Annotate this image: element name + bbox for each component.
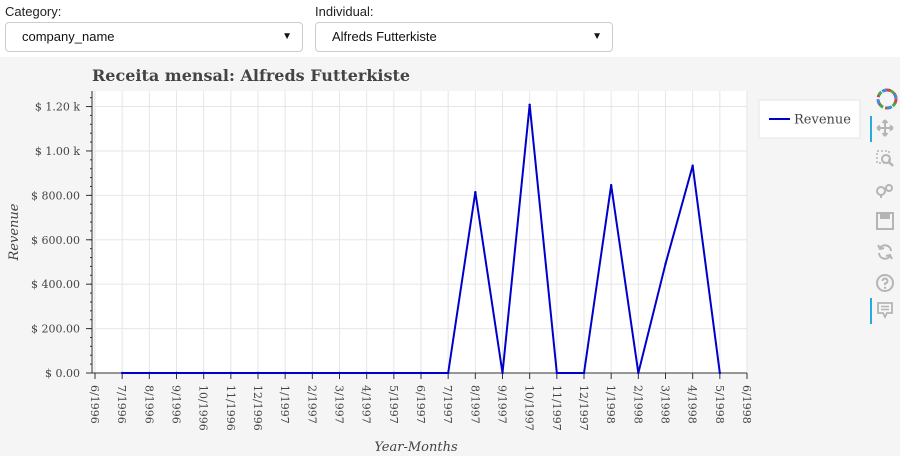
- x-tick-label: 12/1997: [577, 385, 590, 431]
- category-value: company_name: [22, 29, 115, 44]
- data-point: [501, 371, 504, 375]
- save-icon: [876, 212, 894, 230]
- individual-control: Individual: Alfreds Futterkiste ▼: [315, 4, 613, 52]
- y-tick-label: $ 600.00: [31, 234, 80, 247]
- data-point: [419, 371, 423, 375]
- y-tick-label: $ 400.00: [31, 278, 80, 291]
- data-point: [392, 371, 396, 375]
- chart-title: Receita mensal: Alfreds Futterkiste: [92, 66, 410, 85]
- individual-label: Individual:: [315, 4, 374, 19]
- data-point: [283, 371, 287, 375]
- legend-label: Revenue: [794, 113, 851, 128]
- x-tick-label: 7/1996: [115, 385, 128, 424]
- data-point: [555, 371, 559, 375]
- data-point: [256, 371, 260, 375]
- revenue-chart: Receita mensal: Alfreds Futterkiste $ 0.0…: [7, 66, 861, 455]
- data-point: [718, 371, 722, 375]
- data-point: [582, 371, 586, 375]
- data-point: [446, 371, 450, 375]
- reset-tool[interactable]: [868, 240, 900, 266]
- data-point: [175, 371, 178, 375]
- help-tool[interactable]: [868, 271, 900, 297]
- data-point: [148, 371, 151, 375]
- x-tick-label: 3/1997: [333, 385, 346, 424]
- x-tick-label: 9/1997: [496, 385, 509, 424]
- data-point: [365, 371, 368, 375]
- x-tick-label: 6/1998: [740, 385, 753, 424]
- y-tick-label: $ 1.00 k: [35, 145, 80, 158]
- x-tick-label: 2/1998: [631, 385, 644, 424]
- individual-value: Alfreds Futterkiste: [332, 29, 437, 44]
- category-control: Category: company_name ▼: [5, 4, 303, 52]
- x-tick-label: 2/1997: [305, 385, 318, 424]
- data-point: [528, 103, 531, 106]
- hover-icon: [877, 302, 893, 319]
- x-tick-label: 5/1998: [713, 385, 726, 424]
- data-point: [609, 183, 613, 187]
- category-select[interactable]: company_name ▼: [5, 22, 303, 52]
- x-tick-label: 1/1998: [604, 385, 617, 424]
- save-tool[interactable]: [868, 209, 900, 235]
- box-zoom-icon: [876, 150, 894, 167]
- x-tick-label: 6/1996: [88, 385, 101, 424]
- y-tick-label: $ 800.00: [31, 189, 80, 202]
- data-point: [120, 371, 124, 375]
- x-tick-label: 8/1996: [142, 385, 155, 424]
- data-point: [664, 262, 667, 266]
- x-tick-label: 11/1997: [550, 385, 563, 431]
- wheel-zoom-tool[interactable]: [868, 178, 900, 204]
- y-tick-label: $ 200.00: [31, 323, 80, 336]
- x-tick-label: 3/1998: [659, 385, 672, 424]
- x-tick-label: 4/1998: [686, 385, 699, 424]
- y-tick-label: $ 0.00: [45, 367, 80, 380]
- y-tick-label: $ 1.20 k: [35, 101, 80, 114]
- x-tick-label: 1/1997: [278, 385, 291, 424]
- box-zoom-tool[interactable]: [868, 147, 900, 173]
- x-tick-label: 8/1997: [468, 385, 481, 424]
- data-point: [637, 371, 640, 375]
- chevron-down-icon: ▼: [282, 31, 292, 42]
- reset-icon: [877, 244, 893, 260]
- hover-tool[interactable]: [868, 298, 900, 324]
- plot-area[interactable]: Receita mensal: Alfreds Futterkiste $ 0.0…: [0, 57, 900, 456]
- wheel-zoom-icon: [876, 184, 893, 198]
- x-tick-label: 11/1996: [224, 385, 237, 431]
- help-icon: [876, 274, 894, 292]
- x-tick-label: 6/1997: [414, 385, 427, 424]
- data-point: [338, 371, 341, 375]
- pan-tool[interactable]: [868, 116, 900, 142]
- x-tick-label: 5/1997: [387, 385, 400, 424]
- data-point: [229, 371, 233, 375]
- bokeh-logo-icon[interactable]: [868, 85, 900, 111]
- x-tick-label: 10/1997: [523, 385, 536, 431]
- individual-select[interactable]: Alfreds Futterkiste ▼: [315, 22, 613, 52]
- pan-icon: [876, 119, 894, 137]
- x-axis-label: Year-Months: [374, 440, 458, 455]
- x-tick-label: 9/1996: [170, 385, 183, 424]
- data-point: [474, 190, 477, 194]
- y-axis-label: Revenue: [7, 203, 22, 261]
- data-point: [202, 371, 205, 375]
- x-tick-label: 12/1996: [251, 385, 264, 431]
- x-tick-label: 7/1997: [441, 385, 454, 424]
- x-tick-label: 10/1996: [197, 385, 210, 431]
- data-point: [311, 371, 314, 375]
- chevron-down-icon: ▼: [592, 31, 602, 42]
- category-label: Category:: [5, 4, 62, 19]
- x-tick-label: 4/1997: [360, 385, 373, 424]
- data-point: [691, 164, 694, 167]
